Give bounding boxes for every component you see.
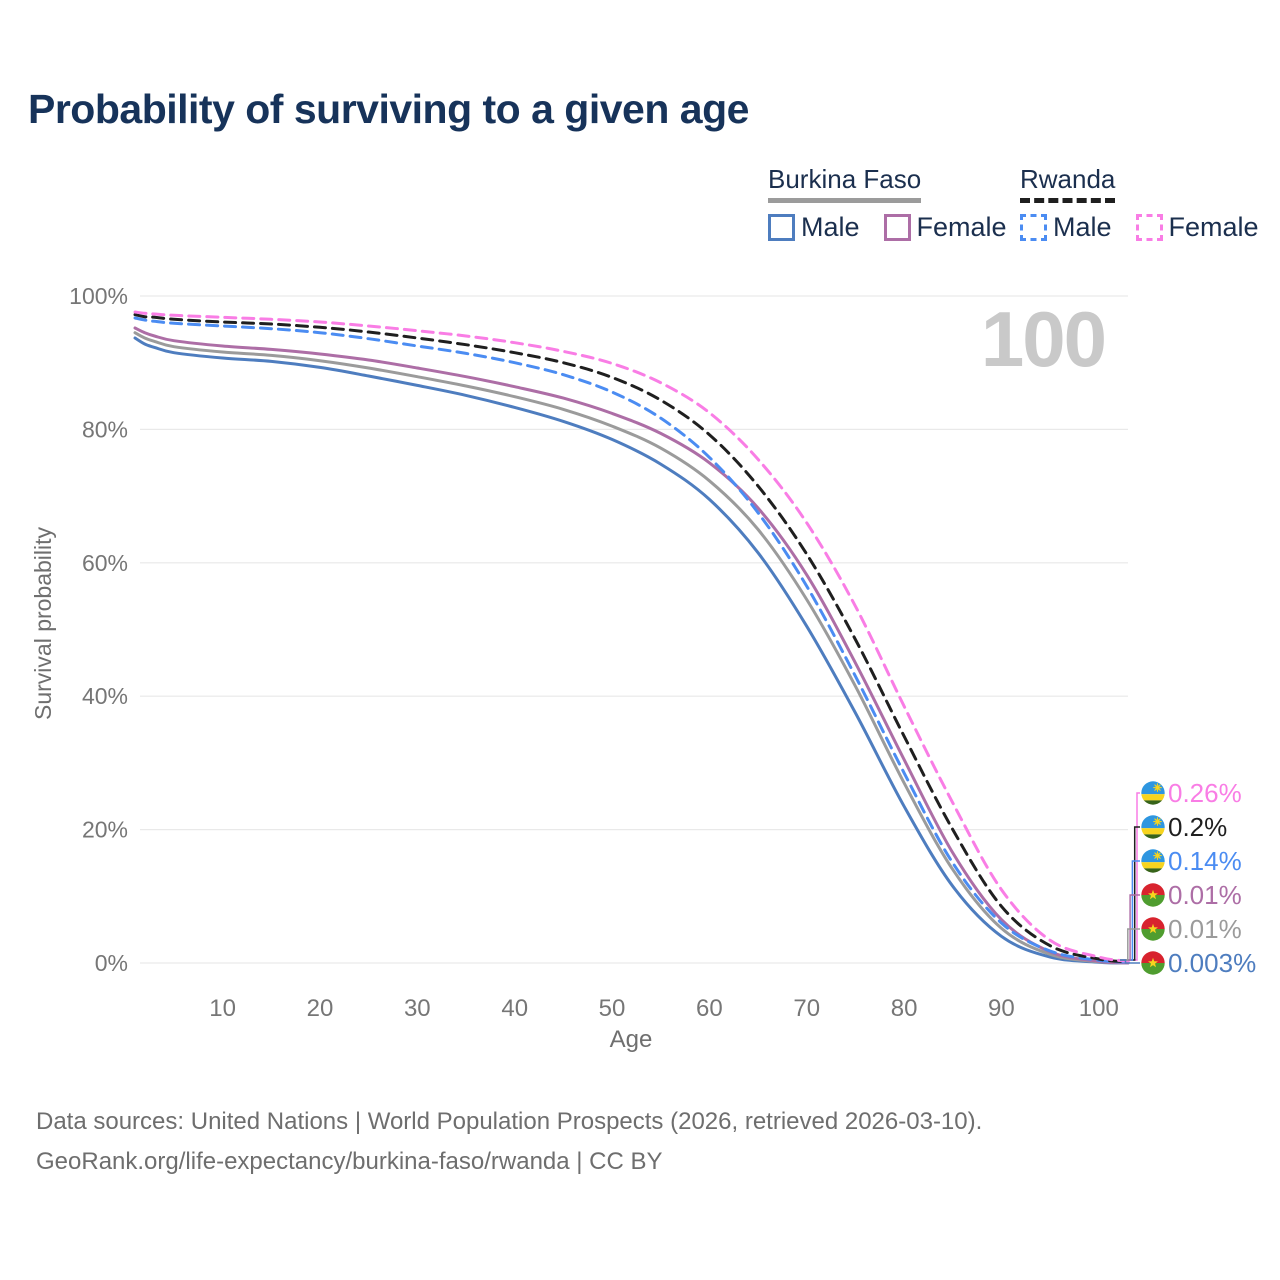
x-tick-label: 30 xyxy=(404,995,431,1022)
curve-burkina-faso-female xyxy=(133,326,1130,965)
end-value-label: 0.14% xyxy=(1168,846,1242,876)
solid-line-swatch-icon xyxy=(883,214,911,241)
legend-item-label: Female xyxy=(1168,212,1259,242)
curve-burkina-faso-male xyxy=(133,336,1130,965)
rwanda-flag-icon xyxy=(1141,815,1165,839)
y-tick-label: 100% xyxy=(69,283,128,309)
page-title: Probability of surviving to a given age xyxy=(28,86,749,132)
legend-group-rwanda: Rwanda Male Female xyxy=(1020,164,1259,243)
end-value-label: 0.01% xyxy=(1168,880,1242,910)
end-label-connector xyxy=(1120,959,1140,964)
x-tick-label: 100 xyxy=(1079,995,1119,1022)
legend-item-burkina-faso-female[interactable]: Female xyxy=(883,212,1007,243)
x-tick-label: 80 xyxy=(891,995,918,1022)
end-value-label: 0.26% xyxy=(1168,778,1242,808)
legend-item-burkina-faso-male[interactable]: Male xyxy=(768,212,860,243)
legend-country-rwanda: Rwanda xyxy=(1020,164,1116,203)
data-sources-note: Data sources: United Nations | World Pop… xyxy=(36,1108,983,1135)
rwanda-flag-icon xyxy=(1141,781,1165,805)
legend-item-label: Male xyxy=(1053,212,1112,242)
x-tick-label: 40 xyxy=(501,995,528,1022)
curve-rwanda-total xyxy=(133,313,1130,964)
curve-rwanda-female xyxy=(133,310,1130,963)
curve-rwanda-male xyxy=(133,316,1130,964)
legend-item-rwanda-male[interactable]: Male xyxy=(1020,212,1112,243)
burkina-faso-flag-icon xyxy=(1141,917,1165,941)
burkina-faso-flag-icon xyxy=(1141,883,1165,907)
x-tick-label: 70 xyxy=(793,995,820,1022)
x-tick-label: 20 xyxy=(307,995,334,1022)
x-tick-label: 10 xyxy=(209,995,236,1022)
curve-burkina-faso-total xyxy=(133,331,1130,965)
legend-country-burkina-faso: Burkina Faso xyxy=(768,164,922,203)
x-axis-title: Age xyxy=(609,1026,653,1053)
end-value-label: 0.2% xyxy=(1168,812,1227,842)
legend-item-label: Male xyxy=(801,212,860,242)
rwanda-flag-icon xyxy=(1141,849,1165,873)
burkina-faso-flag-icon xyxy=(1141,951,1165,975)
x-tick-label: 90 xyxy=(988,995,1015,1022)
y-tick-label: 60% xyxy=(82,550,128,576)
y-tick-label: 0% xyxy=(95,950,128,976)
y-tick-label: 20% xyxy=(82,817,128,843)
y-tick-label: 80% xyxy=(82,416,128,442)
dashed-line-swatch-icon xyxy=(1135,214,1163,241)
end-value-label: 0.01% xyxy=(1168,914,1242,944)
y-tick-label: 40% xyxy=(82,683,128,709)
attribution-note: GeoRank.org/life-expectancy/burkina-faso… xyxy=(36,1148,663,1175)
legend-item-label: Female xyxy=(916,212,1007,242)
x-tick-label: 60 xyxy=(696,995,723,1022)
x-tick-label: 50 xyxy=(599,995,626,1022)
legend-item-rwanda-female[interactable]: Female xyxy=(1135,212,1259,243)
age-watermark: 100 xyxy=(980,295,1107,383)
solid-line-swatch-icon xyxy=(768,214,795,241)
end-value-label: 0.003% xyxy=(1168,948,1256,978)
dashed-line-swatch-icon xyxy=(1020,214,1047,241)
legend-group-burkina-faso: Burkina Faso Male Female xyxy=(768,164,1007,243)
